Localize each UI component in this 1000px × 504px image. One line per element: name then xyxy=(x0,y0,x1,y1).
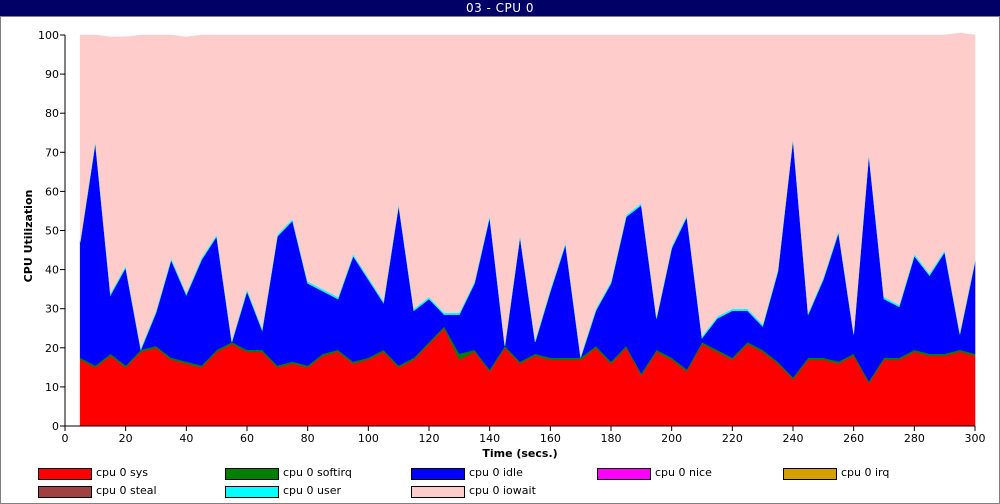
legend-label: cpu 0 iowait xyxy=(469,484,536,497)
x-tick-label: 220 xyxy=(722,432,743,445)
y-tick-label: 70 xyxy=(45,146,59,159)
legend-swatch xyxy=(38,468,92,480)
x-tick-label: 300 xyxy=(965,432,986,445)
y-axis-label: CPU Utilization xyxy=(22,190,35,283)
chart-axes: 0 10 20 30 40 50 60 70 80 90 100 0 20 40 60 80 100 120 140… xyxy=(38,29,986,445)
legend-swatch xyxy=(597,468,651,480)
y-tick-label: 60 xyxy=(45,185,59,198)
legend-swatch xyxy=(411,468,465,480)
stacked-areas xyxy=(65,32,976,427)
x-tick-label: 0 xyxy=(62,432,69,445)
y-tick-label: 10 xyxy=(45,381,59,394)
y-tick-label: 90 xyxy=(45,68,59,81)
x-tick-label: 160 xyxy=(540,432,561,445)
x-tick-label: 260 xyxy=(843,432,864,445)
x-tick-label: 40 xyxy=(179,432,193,445)
y-tick-label: 0 xyxy=(52,420,59,433)
legend-swatch xyxy=(225,486,279,498)
window-title: 03 - CPU 0 xyxy=(0,0,1000,16)
x-tick-label: 140 xyxy=(479,432,500,445)
legend-swatch xyxy=(411,486,465,498)
y-tick-label: 80 xyxy=(45,107,59,120)
x-tick-label: 60 xyxy=(240,432,254,445)
legend-label: cpu 0 user xyxy=(283,484,341,497)
x-tick-label: 120 xyxy=(419,432,440,445)
chart-legend: cpu 0 sys cpu 0 softirq cpu 0 idle cpu 0 ni… xyxy=(0,462,1000,502)
y-tick-label: 30 xyxy=(45,303,59,316)
y-tick-label: 20 xyxy=(45,342,59,355)
legend-label: cpu 0 sys xyxy=(96,466,148,479)
x-tick-label: 240 xyxy=(783,432,804,445)
x-tick-label: 80 xyxy=(301,432,315,445)
legend-label: cpu 0 softirq xyxy=(283,466,352,479)
x-tick-label: 100 xyxy=(358,432,379,445)
x-tick-label: 180 xyxy=(601,432,622,445)
legend-label: cpu 0 idle xyxy=(469,466,523,479)
y-tick-label: 40 xyxy=(45,264,59,277)
x-axis-label: Time (secs.) xyxy=(482,447,557,460)
y-tick-label: 100 xyxy=(38,29,59,42)
series-cpu-0-iowait xyxy=(79,32,976,356)
legend-swatch xyxy=(783,468,837,480)
x-tick-label: 20 xyxy=(119,432,133,445)
y-tick-label: 50 xyxy=(45,225,59,238)
legend-label: cpu 0 steal xyxy=(96,484,157,497)
legend-label: cpu 0 irq xyxy=(841,466,890,479)
legend-swatch xyxy=(225,468,279,480)
x-tick-label: 200 xyxy=(661,432,682,445)
legend-label: cpu 0 nice xyxy=(655,466,712,479)
x-tick-label: 280 xyxy=(904,432,925,445)
legend-swatch xyxy=(38,486,92,498)
